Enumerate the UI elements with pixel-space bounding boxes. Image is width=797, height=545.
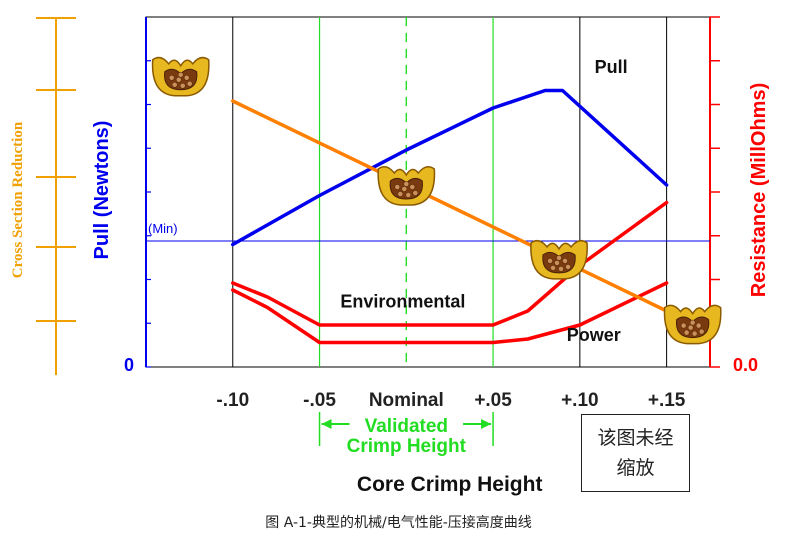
crimp-strand <box>403 181 410 187</box>
crimp-strand <box>554 260 560 266</box>
crimp-strand <box>698 328 705 335</box>
crimp-strand <box>687 324 694 331</box>
series-line-3 <box>231 99 669 313</box>
crimp-strand <box>394 184 401 190</box>
series-label-environmental: Environmental <box>340 292 465 312</box>
validated-arrow-head-left <box>321 419 332 429</box>
x-tick-label: +.15 <box>648 390 686 411</box>
left-axis-title: Pull (Newtons) <box>91 121 113 260</box>
right-axis-title: Resistance (MillOhms) <box>748 83 770 298</box>
crimp-strand <box>565 264 571 270</box>
crimp-strand <box>695 322 702 329</box>
crimp-strand <box>409 184 416 190</box>
reduction-axis-title: Cross Section Reduction <box>10 121 26 278</box>
crimp-cross-section-image <box>663 304 722 345</box>
x-tick-label: +.10 <box>561 390 599 411</box>
crimp-strand <box>397 191 404 197</box>
crimp-strand <box>550 265 556 271</box>
crimp-strand <box>562 258 568 264</box>
crimp-strand <box>183 74 190 81</box>
validated-label-line1: Validated <box>365 416 448 437</box>
left-origin-label: 0 <box>124 355 134 375</box>
crimp-strand <box>691 330 698 337</box>
x-tick-label: Nominal <box>369 390 444 411</box>
crimp-cross-section-image <box>151 56 210 97</box>
series-line-0 <box>231 88 669 247</box>
crimp-strand <box>558 266 564 272</box>
min-line-label: (Min) <box>148 221 178 236</box>
figure-caption: 图 A-1-典型的机械/电气性能-压接高度曲线 <box>265 515 532 531</box>
x-tick-label: -.10 <box>216 390 249 411</box>
series-label-pull: Pull <box>595 57 628 77</box>
x-axis-title: Core Crimp Height <box>357 473 543 496</box>
x-tick-label: -.05 <box>303 390 336 411</box>
series-line-2 <box>231 281 669 345</box>
crimp-strand <box>405 192 412 198</box>
x-tick-label: +.05 <box>474 390 512 411</box>
crimp-strand <box>179 82 186 89</box>
right-origin-label: 0.0 <box>733 355 758 375</box>
validated-label-line2: Crimp Height <box>347 436 467 457</box>
crimp-strand <box>683 329 690 336</box>
crimp-strand <box>168 74 175 81</box>
validated-arrow-head-right <box>481 419 492 429</box>
unscaled-note: 该图未经缩放 <box>581 414 690 492</box>
crimp-strand <box>175 76 182 83</box>
series-label-power: Power <box>567 325 621 345</box>
crimp-strand <box>186 80 193 87</box>
crimp-cross-section-image <box>530 239 588 280</box>
crimp-strand <box>556 255 562 261</box>
crimp-strand <box>177 71 184 78</box>
crimp-strand <box>689 319 696 326</box>
crimp-cross-section-image <box>377 166 436 206</box>
crimp-strand <box>547 258 553 264</box>
crimp-strand <box>171 81 178 88</box>
crimp-strand <box>401 186 408 192</box>
crimp-strand <box>680 322 687 329</box>
crimp-strand <box>412 190 419 196</box>
